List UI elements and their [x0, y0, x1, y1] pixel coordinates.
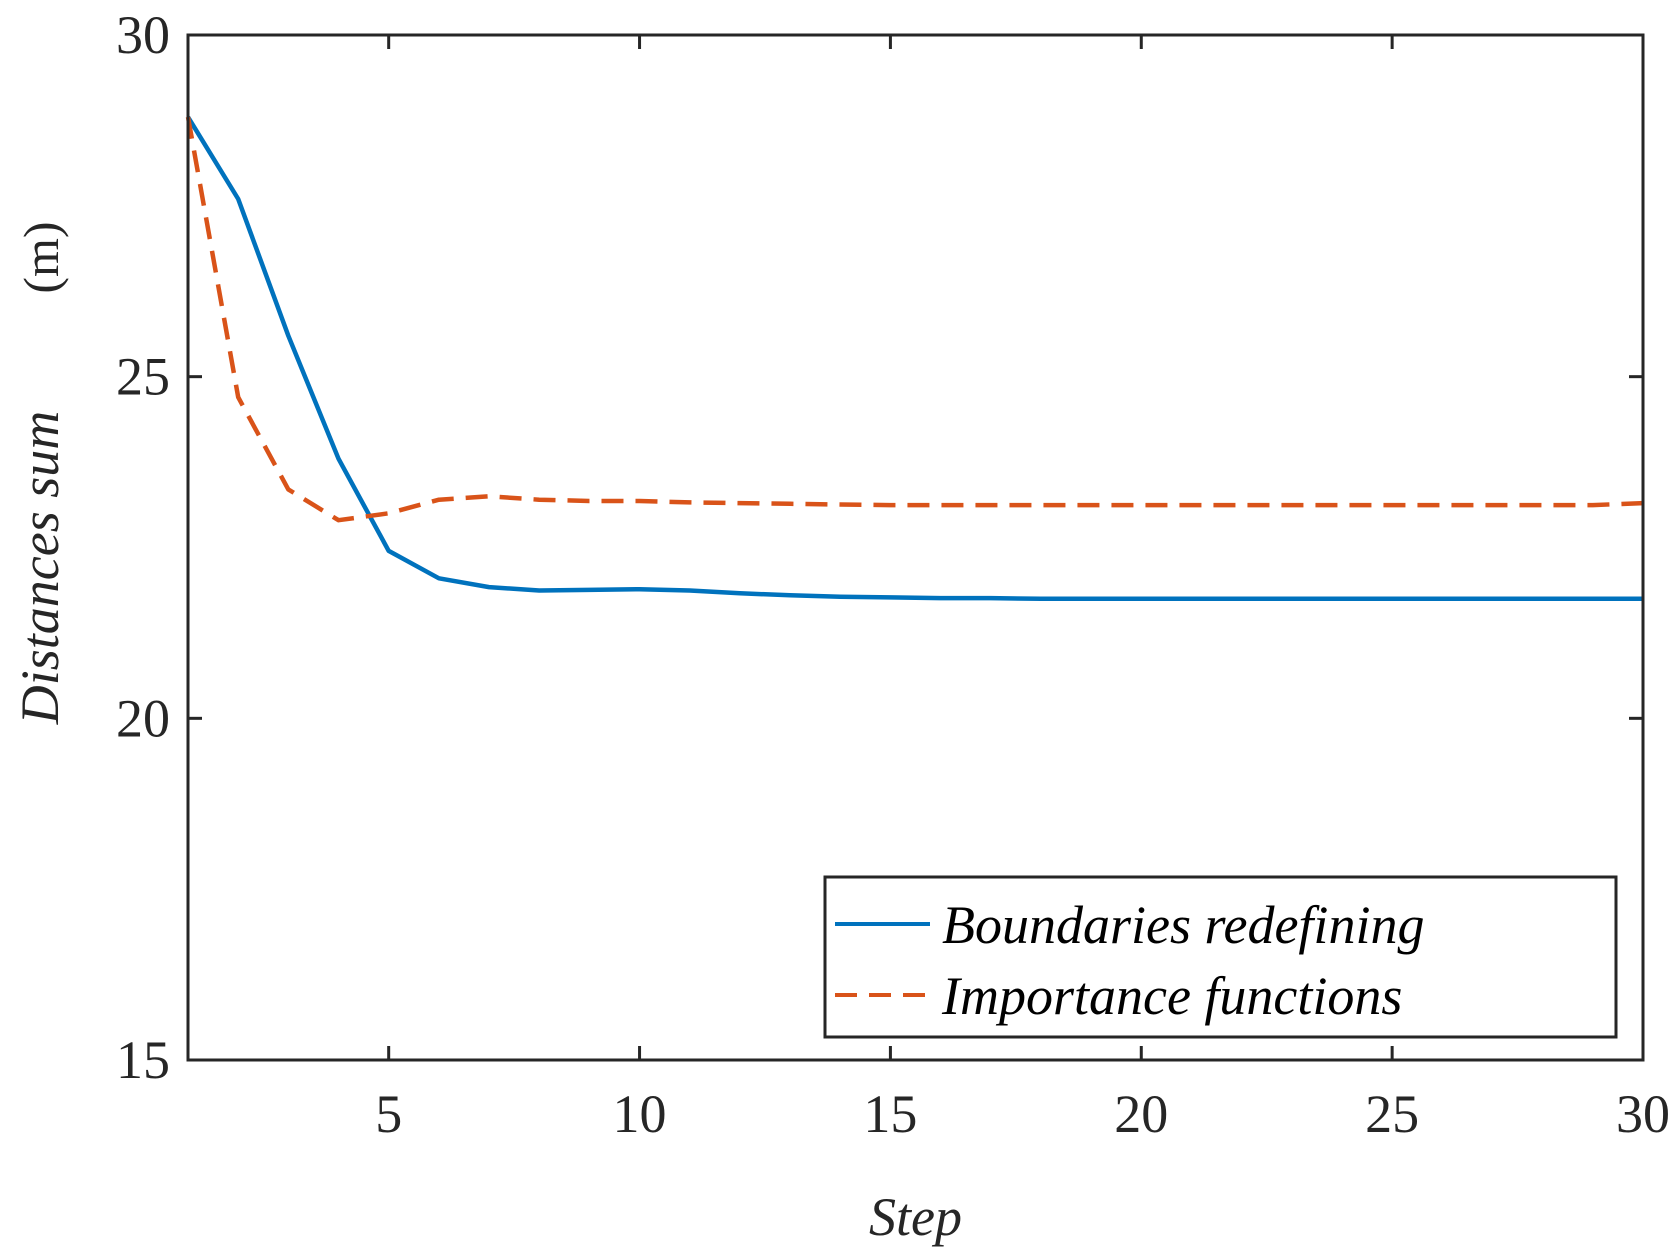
x-tick-label-30: 30 [1616, 1084, 1670, 1144]
plot-frame [186, 33, 1645, 1062]
series-layer [185, 115, 1644, 602]
y-tick-label-20: 20 [116, 688, 170, 748]
legend: Boundaries redefining Importance functio… [823, 875, 1618, 1039]
x-axis-label: Step [869, 1187, 962, 1247]
x-tick-label-20: 20 [1114, 1084, 1168, 1144]
y-axis-unit: (m) [13, 221, 69, 293]
y-axis-label-group: Distances sum (m) [10, 221, 70, 725]
legend-label-boundaries-redefining: Boundaries redefining [942, 895, 1424, 955]
y-tick-label-25: 25 [116, 347, 170, 407]
legend-box [823, 875, 1618, 1039]
legend-label-importance-functions: Importance functions [941, 966, 1402, 1026]
y-axis-label: Distances sum [10, 411, 70, 725]
y-tick-label-30: 30 [116, 5, 170, 65]
ticks-layer: 5 10 15 20 25 30 15 20 25 30 [116, 5, 1670, 1144]
x-tick-label-10: 10 [613, 1084, 667, 1144]
series-line-importance-functions [185, 116, 1644, 523]
y-tick-label-15: 15 [116, 1030, 170, 1090]
x-tick-label-25: 25 [1365, 1084, 1419, 1144]
x-tick-label-5: 5 [375, 1084, 402, 1144]
x-tick-label-15: 15 [863, 1084, 917, 1144]
series-line-boundaries-redefining [186, 115, 1643, 602]
